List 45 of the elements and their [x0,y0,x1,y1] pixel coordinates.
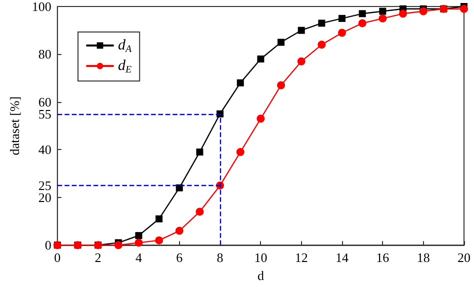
x-tick-label: 6 [176,250,184,266]
point [196,208,204,216]
x-tick-label: 2 [94,250,102,266]
x-tick-label: 18 [416,250,430,266]
point [175,226,184,235]
point [156,215,163,222]
y-tick-label: 100 [32,0,52,14]
x-tick-label: 14 [336,250,350,266]
y-tick-label: 40 [38,142,52,158]
point [358,19,366,28]
point [196,148,204,156]
x-tick-label: 8 [216,250,224,266]
point [338,28,346,37]
point [298,26,305,34]
x-tick-label: 16 [376,250,390,266]
point [236,79,244,86]
x-tick-label: 0 [54,250,61,266]
point [379,8,386,15]
point [114,241,122,250]
y-axis-title: dataset [%] [7,96,22,156]
x-tick-label: 20 [458,250,470,266]
x-tick-label: 4 [135,250,142,266]
point [134,238,143,247]
point [236,148,244,156]
point [278,38,285,46]
point [358,10,366,18]
point [176,184,183,192]
point [318,40,326,49]
point [318,20,326,27]
point [419,7,428,16]
x-tick-label: 12 [294,250,308,266]
point [277,81,286,90]
point [460,4,468,13]
y-tick-label: 80 [38,46,52,62]
y-tick-label: 0 [44,238,52,253]
point [399,10,408,18]
x-tick-label: 10 [254,250,268,266]
point [378,14,387,22]
point [256,114,265,123]
x-axis-title: d [257,268,264,283]
point [257,55,264,62]
point [155,236,164,244]
point [135,232,142,240]
point [338,14,346,22]
point [297,57,306,66]
